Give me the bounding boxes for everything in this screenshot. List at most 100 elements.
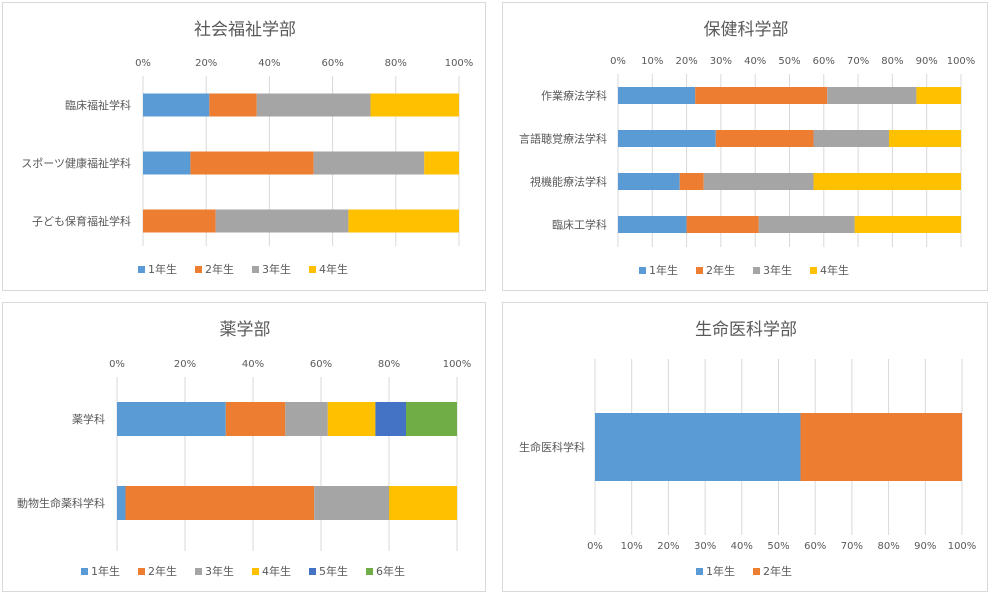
legend-label: 1年生 bbox=[148, 262, 177, 276]
bar-segment-3年生 bbox=[827, 87, 917, 104]
tick-label: 60% bbox=[804, 541, 826, 552]
legend-swatch bbox=[309, 568, 316, 575]
bar-segment-3年生 bbox=[215, 209, 349, 233]
bar-segment-2年生 bbox=[679, 173, 704, 190]
legend-label: 4年生 bbox=[262, 564, 291, 578]
category-label: スポーツ健康福祉学科 bbox=[21, 156, 131, 170]
bar-segment-2年生 bbox=[695, 87, 828, 104]
tick-label: 90% bbox=[916, 56, 938, 67]
tick-label: 80% bbox=[877, 541, 899, 552]
legend-swatch bbox=[195, 568, 202, 575]
chart-title: 薬学部 bbox=[220, 320, 271, 340]
bar-segment-2年生 bbox=[800, 413, 962, 481]
bar-segment-1年生 bbox=[595, 413, 801, 481]
tick-label: 0% bbox=[109, 359, 125, 370]
bar-segment-2年生 bbox=[143, 209, 216, 233]
chart-panel-pharmacy: 薬学部 0% 20% 40% 60% 80% 100% 薬学科 動物生命薬科学科 1年生 2年生 3年… bbox=[2, 302, 486, 592]
bar-segment-2年生 bbox=[209, 93, 257, 117]
legend-label: 1年生 bbox=[91, 564, 120, 578]
bar-segment-1年生 bbox=[117, 402, 226, 436]
tick-label: 100% bbox=[947, 56, 976, 67]
chart-panel-health-science: 保健科学部 0% 10% 20% 30% 40% 50% 60% 70% 80% 90% 100% 作業… bbox=[502, 2, 988, 291]
bar-segment-3年生 bbox=[314, 486, 389, 520]
bar-segment-1年生 bbox=[618, 173, 680, 190]
tick-label: 30% bbox=[710, 56, 732, 67]
legend-swatch bbox=[753, 267, 760, 274]
tick-label: 20% bbox=[174, 359, 196, 370]
legend-label: 2年生 bbox=[205, 262, 234, 276]
bar-segment-1年生 bbox=[618, 216, 687, 233]
bar-segment-5年生 bbox=[375, 402, 406, 436]
legend-swatch bbox=[252, 568, 259, 575]
tick-label: 80% bbox=[881, 56, 903, 67]
category-label: 言語聴覚療法学科 bbox=[519, 132, 607, 146]
legend-swatch bbox=[639, 267, 646, 274]
legend-label: 2年生 bbox=[706, 263, 735, 277]
legend-swatch bbox=[309, 266, 316, 273]
tick-label: 100% bbox=[948, 541, 977, 552]
legend-label: 3年生 bbox=[262, 262, 291, 276]
tick-label: 60% bbox=[321, 58, 343, 69]
bar-segment-2年生 bbox=[686, 216, 759, 233]
bar-segment-2年生 bbox=[125, 486, 315, 520]
tick-label: 70% bbox=[847, 56, 869, 67]
tick-label: 10% bbox=[641, 56, 663, 67]
bar-segment-3年生 bbox=[313, 151, 425, 175]
tick-label: 50% bbox=[778, 56, 800, 67]
category-label: 動物生命薬科学科 bbox=[17, 496, 105, 510]
legend-swatch bbox=[696, 568, 703, 575]
legend-swatch bbox=[138, 266, 145, 273]
tick-label: 90% bbox=[914, 541, 936, 552]
legend-swatch bbox=[696, 267, 703, 274]
chart-svg-social-welfare: 社会福祉学部 0% 20% 40% 60% 80% 100% 臨床福祉学科スポーツ健康福祉学科… bbox=[21, 20, 474, 276]
tick-label: 50% bbox=[767, 541, 789, 552]
tick-label: 20% bbox=[195, 58, 217, 69]
category-label: 子ども保育福祉学科 bbox=[32, 214, 131, 228]
tick-label: 0% bbox=[610, 56, 626, 67]
chart-panel-social-welfare: 社会福祉学部 0% 20% 40% 60% 80% 100% 臨床福祉学科 スポーツ健康福祉学科… bbox=[2, 2, 486, 291]
tick-label: 40% bbox=[258, 58, 280, 69]
bar-segment-4年生 bbox=[424, 151, 459, 175]
tick-label: 20% bbox=[675, 56, 697, 67]
category-label: 臨床工学科 bbox=[552, 218, 607, 232]
bar-segment-1年生 bbox=[618, 87, 696, 104]
bar-segment-1年生 bbox=[618, 130, 716, 147]
tick-label: 70% bbox=[841, 541, 863, 552]
legend-swatch bbox=[366, 568, 373, 575]
legend-swatch bbox=[753, 568, 760, 575]
tick-label: 100% bbox=[445, 58, 474, 69]
chart-title: 生命医科学部 bbox=[695, 320, 797, 340]
bar-segment-4年生 bbox=[348, 209, 459, 233]
bar-segment-4年生 bbox=[327, 402, 376, 436]
legend-label: 3年生 bbox=[205, 564, 234, 578]
bar-segment-4年生 bbox=[389, 486, 457, 520]
bar-segment-4年生 bbox=[854, 216, 961, 233]
tick-label: 40% bbox=[744, 56, 766, 67]
bar-segment-2年生 bbox=[225, 402, 286, 436]
legend-label: 1年生 bbox=[649, 263, 678, 277]
legend-swatch bbox=[810, 267, 817, 274]
legend-swatch bbox=[138, 568, 145, 575]
category-label: 生命医科学科 bbox=[519, 440, 585, 454]
legend-label: 4年生 bbox=[319, 262, 348, 276]
bar-segment-3年生 bbox=[285, 402, 328, 436]
bar-segment-4年生 bbox=[813, 173, 961, 190]
chart-svg-life-medical: 生命医科学部 0% 10% 20% 30% 40% 50% 60% 70% 80% 90% 100% 生… bbox=[519, 320, 977, 578]
bar-segment-1年生 bbox=[117, 486, 126, 520]
bar-segment-3年生 bbox=[256, 93, 371, 117]
bar-segment-3年生 bbox=[758, 216, 855, 233]
tick-label: 0% bbox=[587, 541, 603, 552]
legend-swatch bbox=[195, 266, 202, 273]
bar-segment-4年生 bbox=[370, 93, 459, 117]
category-label: 臨床福祉学科 bbox=[65, 98, 131, 112]
category-label: 視機能療法学科 bbox=[530, 175, 607, 189]
bar-segment-4年生 bbox=[916, 87, 961, 104]
legend-swatch bbox=[252, 266, 259, 273]
legend-label: 5年生 bbox=[319, 564, 348, 578]
tick-label: 20% bbox=[657, 541, 679, 552]
chart-title: 保健科学部 bbox=[704, 20, 789, 40]
tick-label: 80% bbox=[385, 58, 407, 69]
chart-svg-health-science: 保健科学部 0% 10% 20% 30% 40% 50% 60% 70% 80% 90% 100% 作業… bbox=[519, 20, 976, 277]
bar-segment-3年生 bbox=[813, 130, 889, 147]
chart-title: 社会福祉学部 bbox=[194, 20, 296, 40]
